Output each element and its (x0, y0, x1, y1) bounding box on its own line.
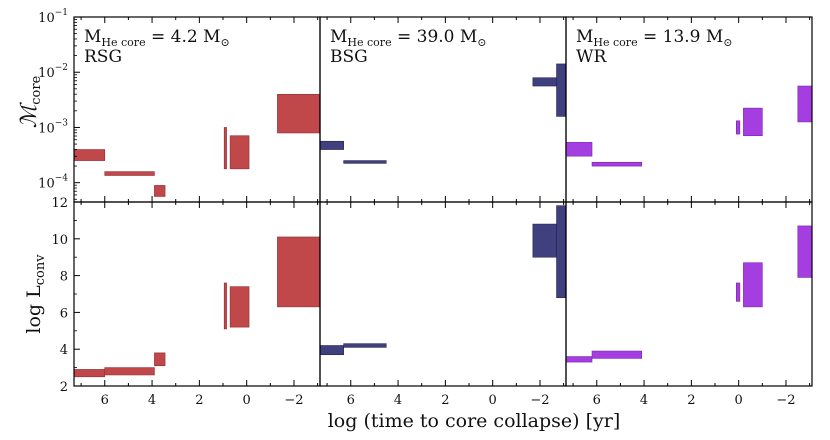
y-axis-layer: 10−4 10−3 10−2 10−1 2 4 6 8 10 12 (38, 8, 80, 395)
y-tick-label-top: 10−1 (38, 8, 68, 26)
y-tick-label-bottom: 6 (60, 306, 68, 321)
core-mass-bar (277, 94, 321, 134)
panel-frame-bottom (319, 201, 567, 387)
x-tick-label: 4 (148, 393, 156, 408)
panel-label: RSG (84, 47, 122, 67)
luminosity-bar (104, 367, 155, 376)
x-tick-label: −2 (776, 393, 795, 408)
panel-label: WR (576, 47, 607, 67)
luminosity-bar (154, 352, 166, 367)
core-mass-bar (743, 107, 763, 137)
panel-frame-bottom (565, 201, 813, 387)
x-tick-label: 6 (101, 393, 109, 408)
y-tick-label-bottom: 8 (60, 270, 68, 285)
x-tick-label: 4 (394, 393, 402, 408)
luminosity-bar (343, 343, 387, 348)
mass-annotation: MHe core = 4.2 M⊙ (84, 27, 230, 49)
core-mass-bar (591, 161, 642, 167)
luminosity-bar (556, 205, 567, 298)
luminosity-bar (591, 350, 642, 359)
luminosity-bar (797, 225, 813, 278)
luminosity-bar (565, 356, 593, 363)
mass-annotation: MHe core = 13.9 M⊙ (576, 27, 733, 49)
panel-rsg: MHe core = 4.2 M⊙RSG (73, 16, 321, 387)
luminosity-bar (743, 262, 763, 308)
core-mass-bar (223, 127, 227, 170)
x-tick-label: 0 (243, 393, 251, 408)
core-mass-bar (229, 135, 250, 170)
panel-wr: MHe core = 13.9 M⊙WR (565, 16, 813, 387)
y-tick-label-top: 10−3 (38, 118, 68, 136)
core-mass-bar (736, 120, 741, 135)
core-mass-bar (154, 185, 166, 197)
core-mass-bar (797, 85, 813, 123)
luminosity-bar (277, 236, 321, 308)
core-mass-bar (343, 160, 387, 164)
y-tick-label-bottom: 2 (60, 380, 68, 395)
luminosity-bar (223, 282, 227, 330)
panel-label: BSG (330, 47, 368, 67)
panel-bsg: MHe core = 39.0 M⊙BSG (319, 16, 567, 387)
x-tick-label: 6 (593, 393, 601, 408)
luminosity-bar (229, 286, 250, 328)
mass-annotation: MHe core = 39.0 M⊙ (330, 27, 487, 49)
core-mass-bar (532, 77, 557, 87)
x-tick-label: 2 (687, 393, 695, 408)
y-axis-title-bottom: log Lconv (23, 254, 48, 334)
luminosity-bar (73, 369, 106, 378)
x-tick-label: 2 (195, 393, 203, 408)
x-tick-label: 6 (347, 393, 355, 408)
x-tick-label: 2 (441, 393, 449, 408)
y-axis-title-top: ℳcore (17, 75, 44, 128)
core-mass-bar (104, 171, 155, 176)
x-tick-label: 4 (640, 393, 648, 408)
luminosity-bar (532, 223, 557, 258)
x-tick-label: −2 (530, 393, 549, 408)
y-tick-label-bottom: 12 (51, 196, 68, 211)
x-tick-label: 0 (735, 393, 743, 408)
luminosity-bar (319, 345, 344, 356)
x-axis-title: log (time to core collapse) [yr] (328, 410, 621, 432)
luminosity-bar (736, 282, 741, 302)
core-mass-bar (565, 142, 593, 157)
core-mass-bar (73, 149, 106, 161)
core-mass-bar (319, 140, 344, 150)
y-tick-label-bottom: 10 (51, 233, 68, 248)
x-tick-label: 0 (489, 393, 497, 408)
core-mass-bar (556, 63, 567, 117)
x-axis-layer: 6 4 2 0 −2 6 4 2 0 −2 6 4 2 0 −2 (101, 393, 796, 408)
y-tick-label-top: 10−2 (38, 63, 68, 81)
y-tick-label-bottom: 4 (60, 343, 68, 358)
x-tick-label: −2 (284, 393, 303, 408)
y-tick-label-top: 10−4 (38, 174, 68, 192)
